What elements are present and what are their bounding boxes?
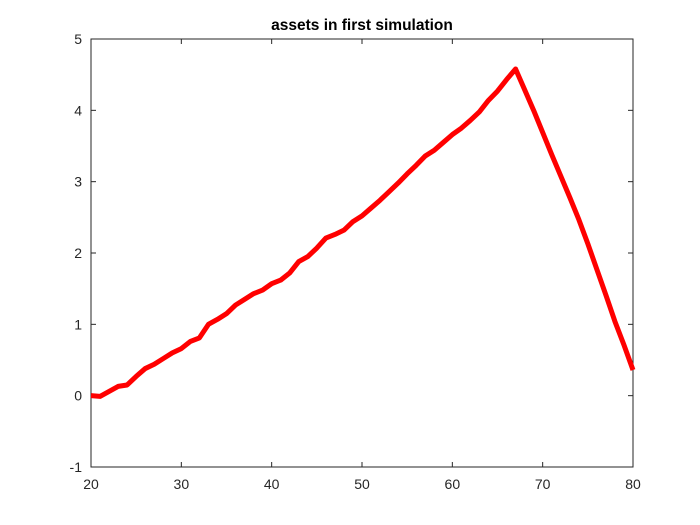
chart-title: assets in first simulation xyxy=(271,17,453,34)
y-tick-label: 5 xyxy=(74,31,82,47)
y-tick-label: 3 xyxy=(74,174,82,190)
y-tick-label: 1 xyxy=(74,316,82,332)
y-tick-label: 0 xyxy=(74,388,82,404)
series-line-0 xyxy=(90,66,636,399)
x-tick-label: 30 xyxy=(174,476,190,492)
x-tick-label: 80 xyxy=(625,476,641,492)
x-tick-label: 20 xyxy=(83,476,99,492)
plot-area: 20 30 40 50 60 70 80 -1 0 1 2 3 4 5 xyxy=(70,31,641,492)
y-tick-label: -1 xyxy=(70,459,83,475)
y-tick-label: 2 xyxy=(74,245,82,261)
y-tick-label: 4 xyxy=(74,102,82,118)
x-tick-label: 60 xyxy=(445,476,461,492)
x-tick-label: 50 xyxy=(354,476,370,492)
x-tick-label: 70 xyxy=(535,476,551,492)
x-tick-label: 40 xyxy=(264,476,280,492)
